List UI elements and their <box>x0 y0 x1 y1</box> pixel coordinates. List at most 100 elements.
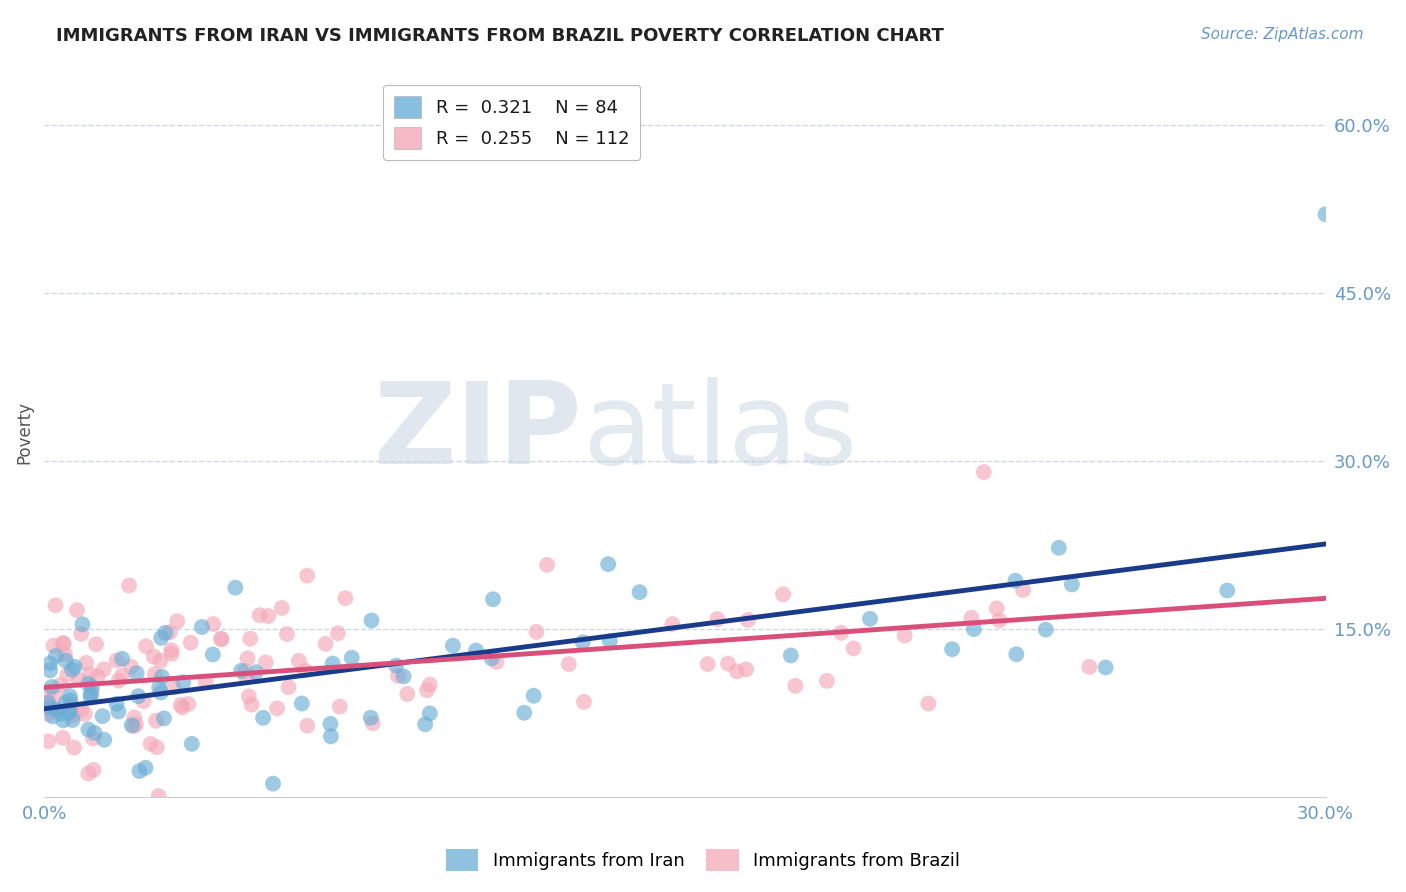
Text: ZIP: ZIP <box>374 377 582 488</box>
Point <box>277 680 299 694</box>
Point <box>238 690 260 704</box>
Point <box>53 647 76 661</box>
Point <box>63 740 86 755</box>
Point <box>735 662 758 676</box>
Point <box>717 657 740 671</box>
Point <box>39 657 62 671</box>
Point <box>44 703 66 717</box>
Point <box>93 732 115 747</box>
Point <box>49 678 72 692</box>
Point <box>385 658 408 673</box>
Point <box>122 710 145 724</box>
Point <box>526 624 548 639</box>
Point <box>46 703 69 717</box>
Point <box>785 679 807 693</box>
Point <box>319 730 342 744</box>
Point <box>62 713 84 727</box>
Point <box>413 717 436 731</box>
Point <box>737 613 759 627</box>
Point <box>77 723 100 737</box>
Point <box>1060 577 1083 591</box>
Point <box>194 674 217 689</box>
Point <box>1094 660 1116 674</box>
Point <box>297 719 319 733</box>
Point <box>79 690 101 705</box>
Point <box>252 711 274 725</box>
Point <box>107 705 129 719</box>
Point <box>236 651 259 665</box>
Point <box>44 689 66 703</box>
Point <box>361 716 384 731</box>
Point <box>45 648 67 663</box>
Point <box>960 611 983 625</box>
Text: atlas: atlas <box>582 377 858 488</box>
Point <box>893 628 915 642</box>
Point <box>202 617 225 632</box>
Point <box>963 622 986 636</box>
Point <box>572 695 595 709</box>
Point <box>41 680 63 694</box>
Point <box>1216 583 1239 598</box>
Point <box>291 697 314 711</box>
Point <box>329 699 352 714</box>
Point <box>37 734 59 748</box>
Point <box>842 641 865 656</box>
Point <box>122 719 145 733</box>
Point <box>295 568 318 582</box>
Point <box>105 697 128 711</box>
Point <box>62 708 84 723</box>
Point <box>335 591 357 606</box>
Point <box>166 614 188 628</box>
Point <box>37 696 59 710</box>
Point <box>599 634 621 648</box>
Point <box>231 664 253 678</box>
Point <box>70 702 93 716</box>
Point <box>56 668 79 682</box>
Point <box>135 639 157 653</box>
Point <box>396 687 419 701</box>
Point <box>149 654 172 668</box>
Point <box>59 704 82 718</box>
Point <box>245 665 267 680</box>
Point <box>38 700 60 714</box>
Point <box>772 587 794 601</box>
Point <box>134 761 156 775</box>
Point <box>558 657 581 672</box>
Point <box>67 673 90 687</box>
Point <box>536 558 558 572</box>
Point <box>153 711 176 725</box>
Point <box>276 627 298 641</box>
Point <box>235 670 257 684</box>
Point <box>77 677 100 691</box>
Point <box>160 643 183 657</box>
Point <box>107 673 129 688</box>
Point <box>55 696 77 710</box>
Point <box>233 664 256 678</box>
Point <box>82 763 104 777</box>
Point <box>146 740 169 755</box>
Point <box>93 662 115 676</box>
Point <box>180 737 202 751</box>
Point <box>150 631 173 645</box>
Legend: R =  0.321    N = 84, R =  0.255    N = 112: R = 0.321 N = 84, R = 0.255 N = 112 <box>384 85 640 160</box>
Point <box>70 627 93 641</box>
Point <box>162 681 184 695</box>
Point <box>143 667 166 681</box>
Point <box>125 666 148 681</box>
Point <box>80 685 103 699</box>
Point <box>392 669 415 683</box>
Point <box>66 603 89 617</box>
Point <box>52 731 75 745</box>
Point <box>128 764 150 778</box>
Point <box>416 683 439 698</box>
Point <box>148 681 170 695</box>
Point <box>1035 623 1057 637</box>
Point <box>73 706 96 721</box>
Point <box>257 609 280 624</box>
Point <box>661 617 683 632</box>
Point <box>830 625 852 640</box>
Point <box>201 648 224 662</box>
Point <box>419 677 441 691</box>
Point <box>513 706 536 720</box>
Point <box>485 655 508 669</box>
